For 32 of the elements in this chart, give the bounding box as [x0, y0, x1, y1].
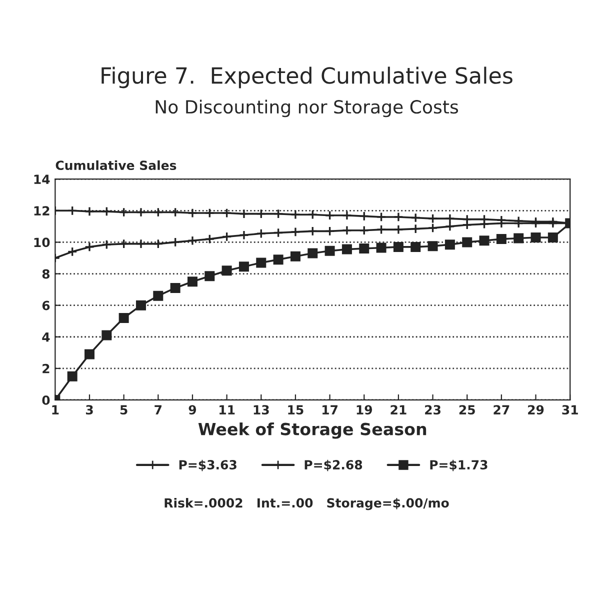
text: Risk=.0002 Int.=.00 Storage=$.00/mo: [164, 498, 449, 510]
x-tick-label: 17: [322, 405, 338, 414]
y-tick-label: 8: [42, 269, 50, 279]
chart-subtitle: No Discounting nor Storage Costs: [156, 100, 458, 118]
x-tick-label: 7: [154, 405, 162, 414]
x-tick-label: 21: [390, 405, 406, 414]
x-tick-label: 11: [220, 405, 235, 414]
x-tick-label: 25: [459, 405, 475, 415]
y-tick-label: 12: [34, 206, 50, 216]
x-tick-label: 9: [188, 405, 196, 415]
y-tick-label: 10: [34, 238, 50, 248]
x-tick-label: 19: [356, 405, 372, 415]
legend-label: P=$2.68: [304, 460, 362, 472]
x-tick-label: 27: [494, 405, 510, 414]
x-tick-label: 13: [254, 405, 269, 415]
y-tick-label: 6: [42, 300, 50, 310]
x-tick-label: 15: [288, 405, 304, 415]
chart-title: Figure 7. Expected Cumulative Sales: [102, 66, 512, 88]
x-axis-title: Week of Storage Season: [198, 422, 426, 439]
x-tick-label: 23: [425, 405, 440, 415]
y-axis-title: Cumulative Sales: [56, 160, 176, 170]
legend-label: P=$1.73: [430, 460, 488, 472]
x-tick-label: 3: [86, 405, 93, 415]
y-tick-label: 2: [42, 364, 50, 374]
x-tick-label: 1: [52, 405, 59, 414]
legend-label: P=$3.63: [179, 460, 236, 472]
y-tick-label: 14: [34, 174, 50, 184]
y-tick-label: 4: [42, 332, 50, 342]
y-tick-label: 0: [42, 395, 50, 405]
x-tick-label: 29: [528, 405, 544, 415]
x-tick-label: 5: [120, 405, 128, 415]
x-tick-label: 31: [562, 405, 578, 415]
